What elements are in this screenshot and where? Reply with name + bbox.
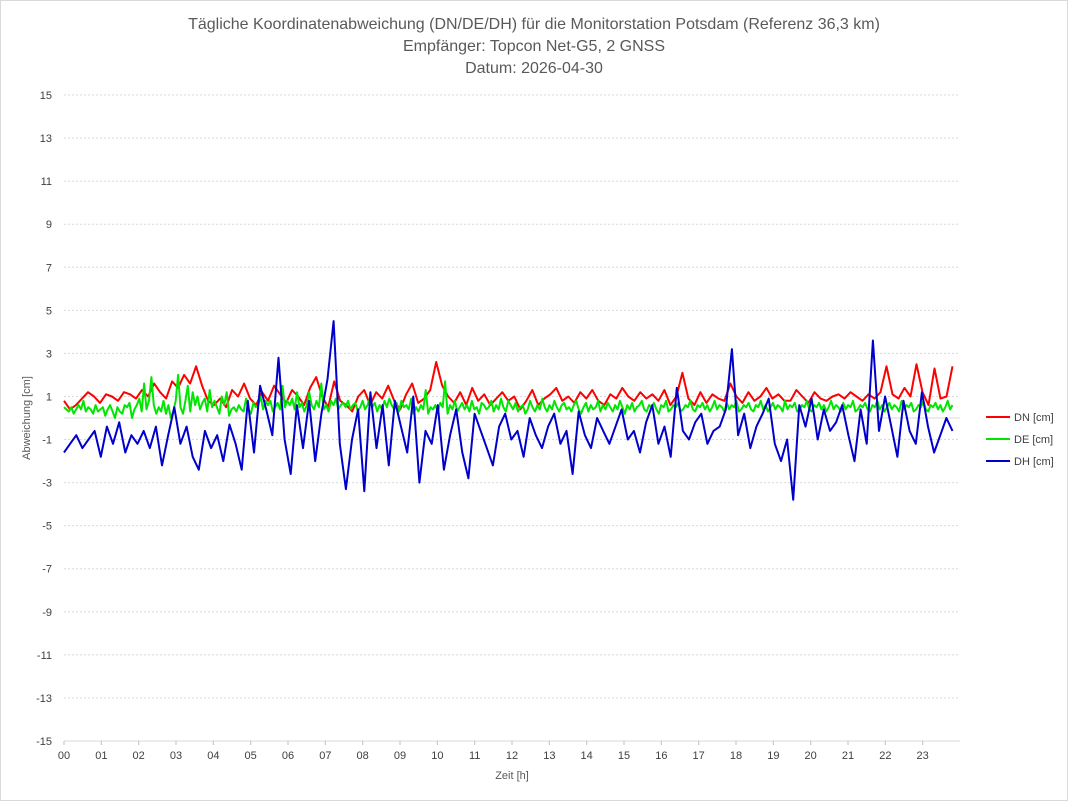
y-tick-label: -9 <box>42 607 52 619</box>
y-tick-label: -3 <box>42 478 52 490</box>
x-tick-label: 19 <box>767 750 779 762</box>
x-tick-label: 20 <box>805 750 817 762</box>
x-tick-label: 18 <box>730 750 742 762</box>
y-tick-label: 9 <box>46 219 52 231</box>
y-axis-label: Abweichung [cm] <box>21 376 33 460</box>
gridlines <box>63 94 960 745</box>
x-tick-label: 14 <box>581 750 593 762</box>
x-tick-labels: 00 01 02 03 04 05 06 07 08 09 10 11 12 13 14 15 16 17 18 19… <box>58 750 929 762</box>
y-tick-label: -5 <box>42 521 52 533</box>
x-tick-label: 15 <box>618 750 630 762</box>
legend-label-de: DE [cm] <box>1014 434 1053 446</box>
x-tick-label: 09 <box>394 750 406 762</box>
x-axis-label: Zeit [h] <box>495 770 529 782</box>
x-tick-label: 10 <box>431 750 443 762</box>
x-tick-label: 02 <box>133 750 145 762</box>
x-tick-label: 16 <box>655 750 667 762</box>
y-tick-label: -1 <box>42 435 52 447</box>
series-line-dh <box>63 320 954 501</box>
y-tick-label: 3 <box>46 348 52 360</box>
y-tick-label: 13 <box>40 133 52 145</box>
x-tick-label: 05 <box>245 750 257 762</box>
legend-label-dh: DH [cm] <box>1014 456 1054 468</box>
x-tick-label: 01 <box>95 750 107 762</box>
x-tick-label: 07 <box>319 750 331 762</box>
y-tick-label: 1 <box>46 391 52 403</box>
x-tick-label: 03 <box>170 750 182 762</box>
chart-title-line-3: Datum: 2026-04-30 <box>465 60 603 77</box>
y-tick-label: -13 <box>36 693 52 705</box>
x-tick-label: 22 <box>879 750 891 762</box>
x-tick-label: 04 <box>207 750 219 762</box>
y-tick-labels: 15 13 11 9 7 5 3 1 -1 -3 -5 -7 -9 -11 -13 -15 <box>36 90 52 748</box>
chart-title-line-2: Empfänger: Topcon Net-G5, 2 GNSS <box>403 38 665 55</box>
legend-label-dn: DN [cm] <box>1014 412 1054 424</box>
x-tick-label: 06 <box>282 750 294 762</box>
series-line-de <box>63 373 954 419</box>
y-tick-label: 7 <box>46 262 52 274</box>
series-lines <box>63 320 954 501</box>
legend: DN [cm] DE [cm] DH [cm] <box>986 412 1054 468</box>
x-tick-label: 21 <box>842 750 854 762</box>
chart-title-line-1: Tägliche Koordinatenabweichung (DN/DE/DH… <box>188 16 880 33</box>
y-tick-label: -11 <box>37 650 52 662</box>
x-tick-label: 23 <box>917 750 929 762</box>
x-tick-label: 00 <box>58 750 70 762</box>
x-tick-label: 17 <box>693 750 705 762</box>
x-tick-label: 11 <box>469 750 480 762</box>
y-tick-label: -7 <box>42 564 52 576</box>
x-tick-label: 12 <box>506 750 518 762</box>
x-tick-label: 13 <box>543 750 555 762</box>
y-tick-label: -15 <box>36 736 52 748</box>
y-tick-label: 5 <box>46 305 52 317</box>
x-tick-label: 08 <box>357 750 369 762</box>
y-tick-label: 11 <box>41 176 52 188</box>
y-tick-label: 15 <box>40 90 52 102</box>
